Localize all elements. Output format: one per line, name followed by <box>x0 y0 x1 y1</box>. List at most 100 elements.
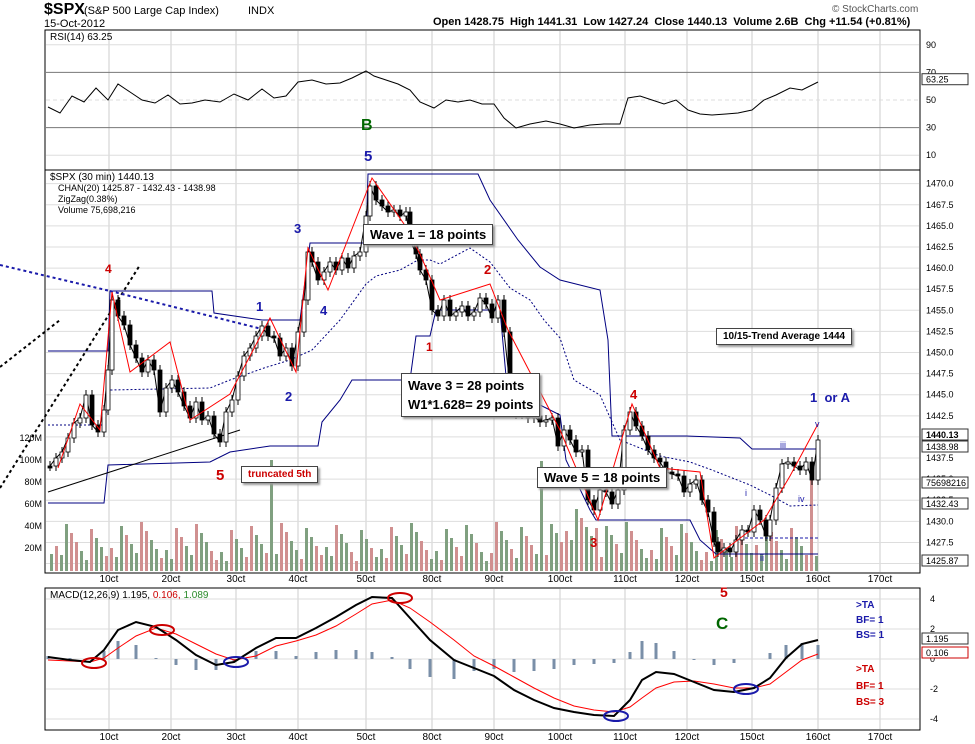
candle-body <box>711 511 717 543</box>
volume-bar <box>480 552 483 571</box>
candle-body <box>83 394 89 419</box>
volume-bar <box>180 537 183 571</box>
volume-bar <box>100 547 103 571</box>
volume-bar <box>790 528 793 571</box>
price-badge-frame <box>921 428 969 441</box>
volume-bar <box>265 553 268 571</box>
macd-histogram-bar <box>612 659 616 663</box>
ta-red-0: >TA <box>856 664 875 675</box>
volume-bar <box>350 552 353 571</box>
x-tick-macd: 50ct <box>357 732 376 743</box>
x-tick-price: 120ct <box>675 574 700 585</box>
volume-bar <box>225 561 228 571</box>
volume-bar <box>420 541 423 571</box>
x-tick-price: 40ct <box>289 574 308 585</box>
x-tick-price: 90ct <box>485 574 504 585</box>
y-tick-price: 1470.0 <box>926 179 954 189</box>
wave-num-blue-5: 5 <box>364 148 373 165</box>
volume-bar <box>110 548 113 571</box>
candle-body <box>271 335 277 339</box>
volume-bar <box>50 554 53 571</box>
candle-body <box>357 251 363 257</box>
candle-body <box>715 541 721 553</box>
volume-bar <box>530 545 533 571</box>
x-tick-macd: 20ct <box>162 732 181 743</box>
volume-bar <box>745 544 748 571</box>
candle-body <box>435 309 441 317</box>
volume-bar <box>395 536 398 571</box>
candle-body <box>453 311 459 317</box>
macd-histogram-bar <box>552 659 556 669</box>
ta-blue-1: BF= 1 <box>856 615 884 626</box>
y-tick-rsi: 90 <box>926 40 936 50</box>
candle-body <box>573 439 579 453</box>
volume-bar <box>340 534 343 571</box>
macd-histogram-bar <box>370 652 374 659</box>
macd-histogram-bar <box>134 645 138 659</box>
candle-body <box>773 487 779 521</box>
x-tick-price: 100ct <box>548 574 573 585</box>
candle-body <box>205 415 211 421</box>
candle-body <box>289 347 295 367</box>
candle-body <box>809 461 815 481</box>
volume-bar <box>65 524 68 571</box>
volume-bar <box>120 526 123 571</box>
volume-bar <box>445 529 448 571</box>
candle-body <box>163 387 169 413</box>
volume-bar <box>775 541 778 571</box>
x-tick-price: 10ct <box>100 574 119 585</box>
volume-bar <box>710 561 713 571</box>
volume-bar <box>655 559 658 571</box>
candle-body <box>803 461 809 471</box>
macd-line <box>47 595 819 718</box>
x-tick-price: 160ct <box>806 574 831 585</box>
price-legend-1: CHAN(20) 1425.87 - 1432.43 - 1438.98 <box>58 183 216 193</box>
candle-body <box>89 394 95 426</box>
volume-bar <box>695 551 698 571</box>
volume-bar <box>385 558 388 571</box>
candle-body <box>241 355 247 377</box>
wave-num-blue-1: 1 <box>256 299 264 314</box>
volume-bar <box>205 542 208 571</box>
volume-bar <box>615 544 618 571</box>
candle-body <box>223 411 229 443</box>
candle-body <box>247 347 253 357</box>
macd-histogram-bar <box>274 651 278 659</box>
volume-bar <box>555 533 558 571</box>
subwave-iv: iv <box>798 494 805 504</box>
volume-bar <box>720 539 723 571</box>
volume-bar <box>510 549 513 571</box>
volume-bar <box>190 555 193 571</box>
subwave-v: v <box>815 419 820 429</box>
signal-badge: 0.106 <box>926 648 949 658</box>
volume-bar <box>500 531 503 571</box>
volume-bar <box>455 547 458 571</box>
candle-body <box>555 417 561 447</box>
macd-histogram-bar <box>254 651 258 659</box>
candle-body <box>217 433 223 443</box>
volume-bar <box>730 557 733 571</box>
candle-body <box>157 369 163 413</box>
channel-lower <box>48 309 818 555</box>
candle-body <box>367 185 373 217</box>
volume-bar <box>145 531 148 571</box>
subwave-i: i <box>745 488 747 498</box>
volume-bar <box>170 559 173 571</box>
candle-body <box>687 483 693 493</box>
volume-bar <box>540 461 543 571</box>
volume-bar <box>755 545 758 571</box>
macd-histogram-bar <box>572 659 576 665</box>
volume-bar <box>245 557 248 571</box>
volume-bar <box>320 555 323 571</box>
volume-bar <box>670 546 673 571</box>
crossover-marker <box>733 683 759 695</box>
volume-bar <box>685 533 688 571</box>
volume-bar <box>815 556 818 571</box>
x-tick-macd: 80ct <box>423 732 442 743</box>
volume-bar <box>310 537 313 571</box>
price-badge: 1432.43 <box>926 499 959 509</box>
volume-bar <box>280 523 283 571</box>
macd-histogram-bar <box>512 659 516 672</box>
volume-bar <box>595 528 598 571</box>
macd-histogram-bar <box>800 643 804 659</box>
